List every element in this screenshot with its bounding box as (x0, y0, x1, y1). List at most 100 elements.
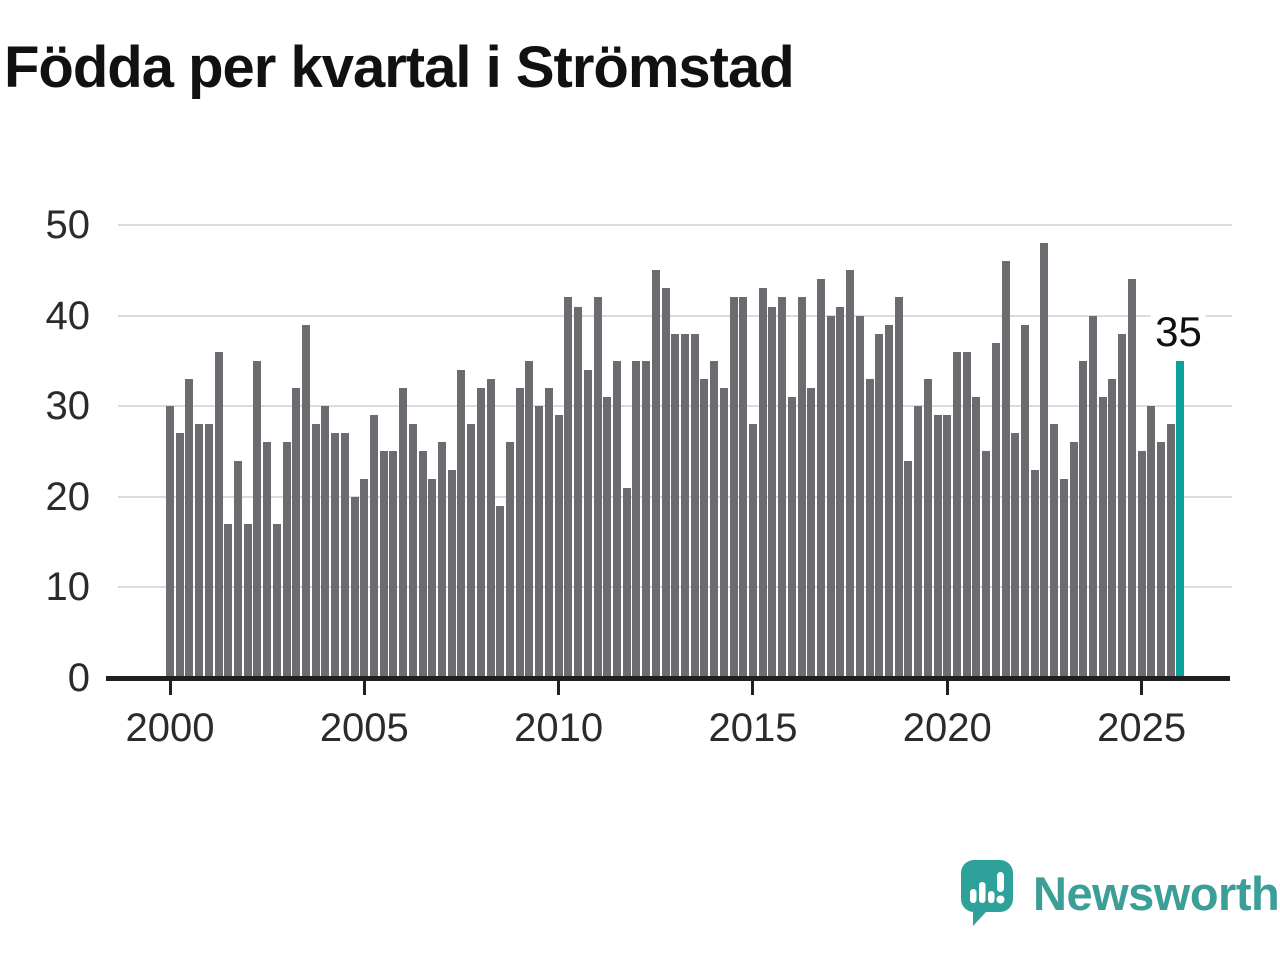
bar (224, 524, 232, 678)
x-axis-tick (1140, 681, 1144, 695)
bar (1021, 325, 1029, 678)
bar (428, 479, 436, 678)
bar (457, 370, 465, 678)
bar (292, 388, 300, 678)
bar (564, 297, 572, 678)
bar (1128, 279, 1136, 678)
bar (691, 334, 699, 678)
bar (1089, 316, 1097, 678)
bar (788, 397, 796, 678)
bar (321, 406, 329, 678)
x-axis-tick-label: 2000 (125, 706, 215, 750)
bar (866, 379, 874, 678)
bar (1147, 406, 1155, 678)
bar (652, 270, 660, 678)
bar (730, 297, 738, 678)
bar (594, 297, 602, 678)
bar (662, 288, 670, 678)
bar (1070, 442, 1078, 678)
y-axis-tick-label: 40 (45, 293, 91, 338)
bar (632, 361, 640, 678)
x-axis-tick-label: 2010 (514, 706, 604, 750)
bar (1040, 243, 1048, 678)
x-axis-tick (945, 681, 949, 695)
bar (399, 388, 407, 678)
y-axis-tick-label: 10 (45, 565, 91, 610)
bar (1167, 424, 1175, 678)
bar (448, 470, 456, 678)
x-axis-tick-label: 2025 (1097, 706, 1187, 750)
bar (1138, 451, 1146, 678)
bar (185, 379, 193, 678)
bar (351, 497, 359, 678)
bar (934, 415, 942, 678)
bar (885, 325, 893, 678)
bar (836, 307, 844, 678)
bar (904, 461, 912, 678)
x-axis-tick-label: 2015 (708, 706, 798, 750)
bar (603, 397, 611, 678)
bar (943, 415, 951, 678)
x-axis-tick (751, 681, 755, 695)
y-gridline (118, 314, 1232, 317)
bar (302, 325, 310, 678)
bar (1157, 442, 1165, 678)
bar (817, 279, 825, 678)
bar (827, 316, 835, 678)
bar (700, 379, 708, 678)
bar (953, 352, 961, 678)
bar (992, 343, 1000, 678)
x-axis-tick-label: 2020 (902, 706, 992, 750)
bar (895, 297, 903, 678)
bar (856, 316, 864, 678)
bar (253, 361, 261, 678)
bar (875, 334, 883, 678)
bar (1060, 479, 1068, 678)
bar (555, 415, 563, 678)
bar (215, 352, 223, 678)
bar (739, 297, 747, 678)
bar (370, 415, 378, 678)
bar (487, 379, 495, 678)
bar (273, 524, 281, 678)
bar-highlight-latest (1176, 361, 1184, 678)
bar (535, 406, 543, 678)
y-gridline (118, 224, 1232, 226)
bar (234, 461, 242, 678)
bar (331, 433, 339, 678)
y-axis-tick-label: 20 (45, 474, 91, 519)
bar (1118, 334, 1126, 678)
bar (380, 451, 388, 678)
bar (778, 297, 786, 678)
x-axis-tick (557, 681, 561, 695)
x-axis-tick-label: 2005 (319, 706, 409, 750)
bar (195, 424, 203, 678)
newsworthy-logo-text: Newsworthy (1033, 867, 1280, 920)
y-axis-tick-label: 50 (45, 203, 91, 247)
bar (807, 388, 815, 678)
bar (972, 397, 980, 678)
bar (205, 424, 213, 678)
bar (846, 270, 854, 678)
bar (623, 488, 631, 678)
x-axis-tick (362, 681, 366, 695)
bar (244, 524, 252, 678)
y-axis-tick-label: 30 (45, 384, 91, 429)
bar (759, 288, 767, 678)
bar (681, 334, 689, 678)
bar (574, 307, 582, 678)
bar (768, 307, 776, 678)
bar (914, 406, 922, 678)
bar (1108, 379, 1116, 678)
bar (1050, 424, 1058, 678)
bar (1011, 433, 1019, 678)
bar (360, 479, 368, 678)
bar (506, 442, 514, 678)
bar (613, 361, 621, 678)
bar (389, 451, 397, 678)
bar (166, 406, 174, 678)
bar (477, 388, 485, 678)
bar (798, 297, 806, 678)
